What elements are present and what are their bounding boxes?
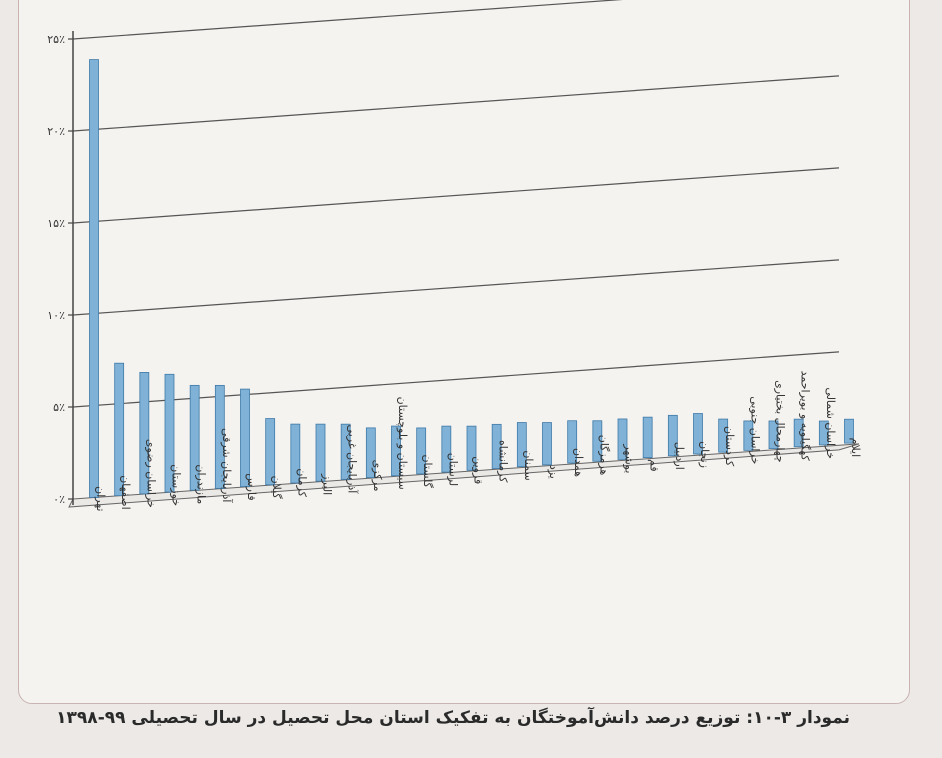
y-tick-label: ۱۵٪ (47, 217, 65, 230)
figure-caption: نمودار ۳-۱۰: توزیع درصد دانش‌آموختگان به… (56, 708, 850, 728)
y-tick-label: ۰٪ (53, 493, 65, 506)
category-label: چهارمحال بختیاری (774, 380, 787, 462)
category-label: گیلان (270, 476, 283, 500)
bar-chart: ۰٪ ۵٪ ۱۰٪ ۱۵٪ ۲۰٪ ۲۵٪ تهران اصفهان خراسان رضوی خ… (47, 0, 862, 512)
category-label: بوشهر (623, 443, 636, 473)
category-label: ایلام (849, 438, 862, 458)
category-label: خوزستان (170, 464, 183, 506)
bar (214, 384, 225, 489)
gridlines (68, 0, 860, 508)
category-label: همدان (572, 448, 585, 477)
gridline-15 (72, 167, 840, 224)
bar (240, 388, 250, 488)
bar (542, 422, 552, 466)
bar (516, 422, 527, 468)
bar (642, 416, 653, 459)
bar (164, 373, 175, 493)
y-tick-label: ۲۵٪ (47, 33, 65, 46)
gridline-25 (72, 0, 624, 40)
category-label: زنجان (698, 441, 711, 468)
gridline-10 (72, 259, 840, 316)
bar (391, 425, 401, 477)
category-label: کرمان (295, 468, 308, 497)
category-label: گلستان (421, 454, 434, 488)
bar (718, 418, 729, 453)
bars (89, 59, 854, 498)
category-label: سیستان و بلوچستان (396, 397, 409, 490)
category-label: سمنان (522, 450, 535, 480)
bar (844, 418, 854, 444)
bar (793, 418, 804, 448)
category-label: خراسان شمالی (824, 387, 837, 459)
bar (491, 423, 502, 469)
category-label: مازندران (195, 464, 208, 504)
bar (743, 420, 754, 451)
bar (592, 420, 603, 462)
category-label: مرکزی (371, 460, 384, 492)
category-label: کرمانشاه (497, 440, 510, 483)
bar (265, 418, 276, 486)
category-label: کهگیلویه و بویراحمد (799, 371, 812, 462)
y-tick-label: ۲۰٪ (47, 125, 65, 138)
bar (693, 413, 703, 455)
bar (290, 423, 301, 484)
bar (768, 420, 779, 449)
category-label: فارس (245, 473, 258, 500)
category-label: البرز (321, 473, 334, 495)
bar (340, 423, 351, 480)
chart-frame: ۰٪ ۵٪ ۱۰٪ ۱۵٪ ۲۰٪ ۲۵٪ تهران اصفهان خراسان رضوی خ… (18, 0, 910, 704)
category-label: لرستان (446, 453, 459, 486)
bar (617, 418, 628, 460)
bar (315, 423, 326, 482)
bar (441, 425, 452, 473)
category-label: یزد (547, 465, 560, 479)
category-labels: تهران اصفهان خراسان رضوی خوزستان مازندران آذر… (94, 371, 862, 512)
y-tick-label: ۱۰٪ (47, 309, 65, 322)
category-label: خراسان رضوی (144, 439, 157, 508)
category-label: قزوین (472, 456, 485, 484)
category-label: اصفهان (119, 475, 132, 509)
category-label: آذربایجان غربی (346, 425, 360, 495)
gridline-20 (72, 75, 840, 132)
bar (189, 384, 200, 491)
gridline-5 (72, 351, 840, 408)
bar (567, 420, 578, 464)
bar (416, 427, 427, 475)
bar (139, 372, 150, 495)
bar (818, 420, 829, 446)
chart-floor (68, 443, 860, 508)
bar (667, 414, 678, 457)
y-tick-label: ۵٪ (53, 401, 65, 414)
bar (466, 425, 477, 471)
category-label: کردستان (723, 426, 736, 467)
bar (89, 59, 99, 498)
category-label: هرمزگان (597, 435, 610, 476)
category-label: تهران (94, 486, 107, 511)
y-axis: ۰٪ ۵٪ ۱۰٪ ۱۵٪ ۲۰٪ ۲۵٪ (47, 31, 74, 506)
bar (365, 427, 376, 478)
category-label: آذربایجان شرقی (220, 428, 234, 503)
category-label: قم (648, 459, 661, 472)
category-label: خراسان جنوبی (748, 396, 761, 464)
bar (114, 362, 125, 497)
category-label: اردبیل (673, 442, 686, 470)
